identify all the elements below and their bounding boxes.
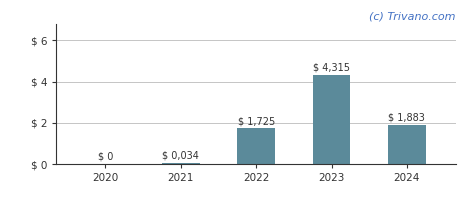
Text: $ 0: $ 0: [98, 152, 113, 162]
Bar: [237, 128, 275, 164]
Text: $ 4,315: $ 4,315: [313, 63, 350, 73]
Bar: [162, 163, 200, 164]
Bar: [388, 125, 426, 164]
Bar: [313, 75, 350, 164]
Text: (c) Trivano.com: (c) Trivano.com: [369, 11, 456, 21]
Text: $ 1,725: $ 1,725: [237, 116, 275, 126]
Text: $ 0,034: $ 0,034: [162, 151, 199, 161]
Text: $ 1,883: $ 1,883: [389, 113, 425, 123]
